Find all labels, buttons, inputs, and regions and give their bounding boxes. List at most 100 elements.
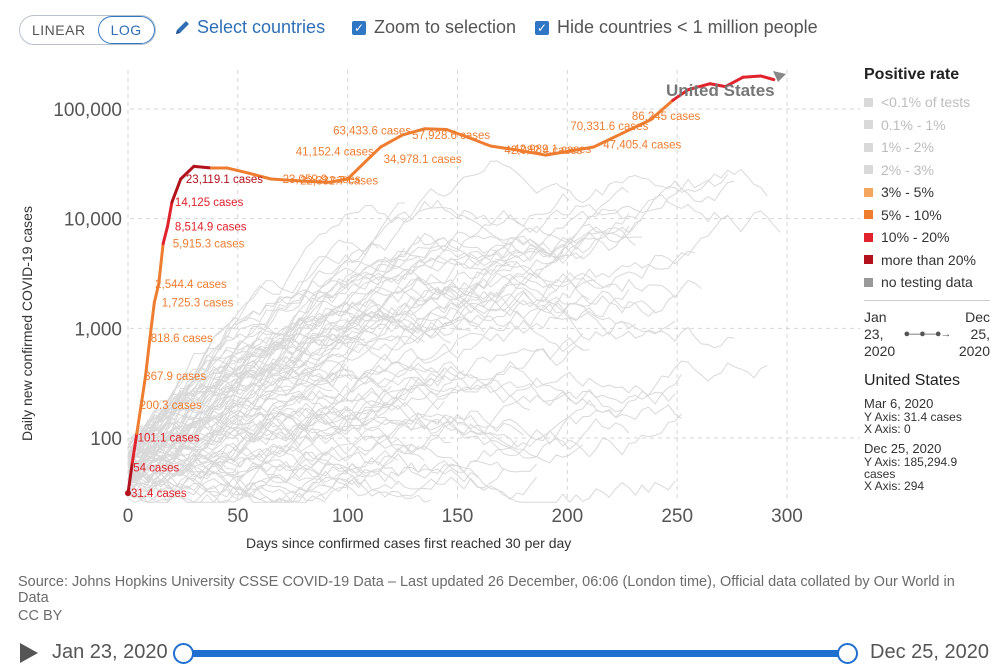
country-line	[127, 379, 676, 482]
series-segment	[466, 135, 492, 148]
series-segment	[759, 74, 776, 82]
country-line	[127, 277, 702, 449]
y-tick-label: 1,000	[74, 319, 122, 340]
series-end-arrow-icon	[773, 71, 786, 82]
series-segment	[686, 82, 712, 92]
series-segment	[170, 177, 183, 204]
data-label: 34,978.1 cases	[384, 154, 462, 166]
legend-item[interactable]: more than 20%	[864, 249, 1000, 272]
country-line	[127, 237, 596, 461]
timeline-start-handle[interactable]	[173, 643, 194, 664]
series-segment	[543, 149, 569, 157]
series-segment	[723, 75, 745, 89]
country-line	[127, 215, 728, 474]
country-line	[127, 453, 478, 498]
point-start-x: X Axis: 0	[864, 421, 911, 436]
country-line	[127, 460, 504, 498]
country-line	[127, 317, 386, 471]
y-axis-label: Daily new confirmed COVID-19 cases	[19, 206, 35, 441]
data-label: 1,725.3 cases	[162, 297, 234, 309]
point-start-info: Mar 6, 2020 Y Axis: 31.4 cases X Axis: 0	[864, 396, 1000, 435]
x-tick-label: 150	[442, 506, 474, 527]
legend-item[interactable]: 0.1% - 1%	[864, 114, 1000, 137]
series-segment	[130, 431, 139, 464]
series-segment	[517, 148, 547, 157]
country-line	[127, 303, 735, 500]
series-segment	[620, 118, 653, 135]
y-tick-label: 100,000	[53, 100, 122, 121]
series-segment	[225, 166, 251, 175]
checkbox-checked-icon: ✓	[352, 20, 366, 35]
country-line	[127, 275, 557, 446]
country-line	[127, 451, 333, 480]
legend-label: 2% - 3%	[881, 161, 934, 178]
legend-item[interactable]: 10% - 20%	[864, 226, 1000, 249]
data-label: 86,245 cases	[632, 111, 701, 123]
legend-swatch	[864, 97, 873, 107]
data-label: 42,989.1 cases	[513, 144, 591, 156]
data-label: 70,331.6 cases	[570, 121, 648, 133]
legend-item[interactable]: 3% - 5%	[864, 181, 1000, 204]
country-line	[127, 447, 676, 503]
legend-item[interactable]: <0.1% of tests	[864, 91, 1000, 114]
background-country-lines	[127, 160, 781, 503]
data-label: 31.4 cases	[131, 488, 187, 500]
country-line	[127, 409, 623, 501]
country-line	[127, 365, 478, 488]
data-label: 367.9 cases	[144, 371, 206, 383]
timeline-end-year: 2020	[958, 342, 990, 359]
hide-small-countries-checkbox[interactable]: ✓ Hide countries < 1 million people	[535, 17, 818, 38]
timeline-slider-track[interactable]	[183, 650, 847, 657]
source-note: Source: Johns Hopkins University CSSE CO…	[18, 574, 955, 606]
country-line	[127, 243, 583, 486]
legend-title: Positive rate	[864, 66, 960, 83]
legend-swatch	[864, 210, 873, 220]
data-label: 22,332.7 cases	[300, 175, 378, 187]
country-line	[127, 315, 471, 457]
linear-scale-button[interactable]: LINEAR	[32, 22, 86, 38]
legend-label: 0.1% - 1%	[881, 116, 946, 133]
series-segment	[126, 460, 134, 495]
play-icon[interactable]	[20, 643, 38, 663]
log-scale-button[interactable]: LOG	[97, 16, 155, 44]
series-segment	[445, 128, 470, 139]
y-tick-label: 100	[90, 429, 122, 450]
line-chart: 0 50 100 150 200 250 3001001,00010,000100,000 …	[19, 70, 860, 551]
legend-label: 3% - 5%	[881, 184, 934, 201]
select-countries-label: Select countries	[197, 17, 326, 37]
data-label: 8,514.9 cases	[175, 221, 247, 233]
country-line	[127, 225, 630, 475]
country-line	[127, 388, 386, 500]
series-segment	[179, 164, 196, 181]
country-line	[127, 285, 676, 449]
series-segment	[671, 88, 690, 102]
y-tick-label: 10,000	[64, 210, 122, 231]
country-line	[127, 261, 656, 461]
data-label: 41,152.4 cases	[296, 146, 374, 158]
legend-item[interactable]: 1% - 2%	[864, 136, 1000, 159]
country-line	[127, 263, 511, 473]
legend-label: more than 20%	[881, 251, 976, 268]
select-countries-button[interactable]: Select countries	[174, 17, 325, 38]
legend-item[interactable]: 2% - 3%	[864, 159, 1000, 182]
legend-item[interactable]: no testing data	[864, 271, 1000, 294]
x-tick-label: 250	[661, 506, 693, 527]
legend-label: 1% - 2%	[881, 139, 934, 156]
country-line	[127, 387, 597, 481]
country-line	[127, 318, 327, 455]
x-tick-label: 50	[227, 506, 248, 527]
legend-divider	[864, 299, 990, 301]
timeline-start-month: Jan	[864, 308, 887, 325]
legend-item[interactable]: 5% - 10%	[864, 204, 1000, 227]
country-line	[127, 241, 379, 449]
data-label: 23,059.9 cases	[283, 174, 361, 186]
country-line	[127, 455, 399, 503]
data-label: 63,433.6 cases	[333, 126, 411, 138]
series-segment	[379, 133, 405, 149]
country-line	[127, 438, 326, 503]
point-end-info: Dec 25, 2020 Y Axis: 185,294.9 cases X A…	[864, 441, 1000, 492]
zoom-to-selection-checkbox[interactable]: ✓ Zoom to selection	[352, 17, 516, 38]
series-segment	[708, 82, 727, 89]
series-segment	[157, 242, 165, 286]
timeline-end-handle[interactable]	[837, 643, 858, 664]
